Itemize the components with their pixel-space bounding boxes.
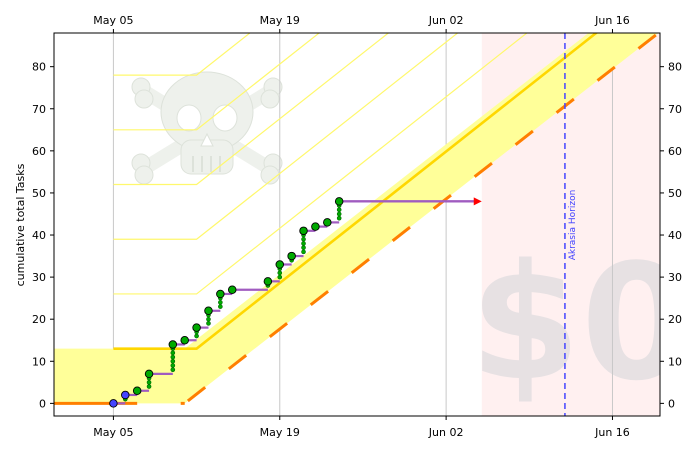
intermediate-point bbox=[170, 358, 176, 364]
y-tick-label: 40 bbox=[668, 229, 682, 242]
guide-line bbox=[113, 33, 251, 76]
plot-frame bbox=[53, 32, 661, 417]
y-tick-label: 30 bbox=[668, 271, 682, 284]
y-tick-label: 70 bbox=[32, 103, 46, 116]
intermediate-point bbox=[301, 241, 306, 246]
y-tick-label: 10 bbox=[32, 355, 46, 368]
y-tick-label: 40 bbox=[32, 229, 46, 242]
intermediate-point bbox=[301, 249, 306, 255]
y-tick-label: 80 bbox=[668, 61, 682, 74]
x-tick-label: May 05 bbox=[93, 426, 133, 439]
datapoint bbox=[109, 399, 118, 408]
intermediate-point bbox=[206, 316, 211, 322]
y-tick-label: 60 bbox=[32, 145, 46, 158]
intermediate-point bbox=[218, 304, 223, 309]
x-tick-label: Jun 02 bbox=[428, 14, 464, 27]
datapoint bbox=[144, 369, 154, 379]
skull-bone-knob bbox=[260, 165, 280, 185]
intermediate-point bbox=[206, 321, 211, 326]
datapoint bbox=[121, 390, 130, 400]
intermediate-point bbox=[336, 207, 342, 213]
guide-line bbox=[113, 33, 321, 131]
datapoint bbox=[192, 323, 201, 332]
intermediate-point bbox=[170, 367, 176, 373]
datapoint bbox=[180, 335, 189, 345]
y-axis-label: cumulative total Tasks bbox=[14, 163, 27, 286]
intermediate-point bbox=[170, 350, 176, 356]
datapoint bbox=[216, 289, 225, 299]
intermediate-point bbox=[336, 215, 342, 221]
skull-eye bbox=[176, 104, 202, 132]
x-tick-label: May 05 bbox=[93, 14, 133, 27]
datapoint bbox=[334, 197, 344, 206]
datapoint bbox=[311, 222, 320, 231]
y-tick-label: 30 bbox=[32, 271, 46, 284]
datapoint bbox=[132, 386, 142, 395]
intermediate-point bbox=[277, 274, 283, 280]
y-tick-label: 70 bbox=[668, 103, 682, 116]
skull-eye bbox=[212, 104, 238, 132]
intermediate-point bbox=[336, 211, 342, 217]
datapoint bbox=[299, 226, 308, 236]
y-tick-label: 60 bbox=[668, 145, 682, 158]
optimal-line bbox=[113, 33, 599, 350]
datapoint bbox=[323, 218, 332, 227]
intermediate-point bbox=[218, 300, 223, 305]
datapoint bbox=[204, 306, 213, 316]
datapoint bbox=[287, 251, 296, 261]
datapoint bbox=[168, 340, 178, 349]
datapoint bbox=[275, 260, 285, 269]
datapoint bbox=[263, 277, 273, 286]
watermark-text: $0 bbox=[470, 229, 693, 416]
y-tick-label: 20 bbox=[32, 313, 46, 326]
x-tick-label: Jun 16 bbox=[594, 426, 630, 439]
y-tick-label: 0 bbox=[39, 397, 46, 410]
guide-line bbox=[113, 33, 459, 240]
y-tick-label: 20 bbox=[668, 313, 682, 326]
x-tick-label: May 19 bbox=[260, 14, 300, 27]
akrasia-horizon-label: Akrasia Horizon bbox=[568, 190, 578, 261]
intermediate-point bbox=[301, 245, 306, 250]
intermediate-point bbox=[277, 270, 283, 276]
skull-nose bbox=[200, 132, 214, 147]
skull-bone-knob bbox=[134, 89, 154, 109]
guide-line bbox=[113, 33, 528, 295]
x-tick-label: May 19 bbox=[260, 426, 300, 439]
y-tick-label: 50 bbox=[668, 187, 682, 200]
datapoint bbox=[227, 285, 237, 294]
x-tick-label: Jun 16 bbox=[594, 14, 630, 27]
skull-bone-knob bbox=[134, 165, 154, 185]
x-tick-label: Jun 02 bbox=[428, 426, 464, 439]
y-tick-label: 10 bbox=[668, 355, 682, 368]
intermediate-point bbox=[170, 354, 176, 360]
yellow-brick-road bbox=[54, 33, 659, 404]
projection-arrowhead bbox=[473, 197, 482, 206]
y-tick-label: 80 bbox=[32, 61, 46, 74]
intermediate-point bbox=[146, 380, 152, 385]
skull-crossbones-icon bbox=[131, 71, 283, 185]
y-tick-label: 0 bbox=[668, 397, 675, 410]
intermediate-point bbox=[146, 384, 152, 389]
skull-bone-knob bbox=[260, 89, 280, 109]
intermediate-point bbox=[194, 333, 199, 339]
guide-line bbox=[113, 33, 390, 186]
y-tick-label: 50 bbox=[32, 187, 46, 200]
intermediate-point bbox=[301, 236, 306, 242]
intermediate-point bbox=[170, 363, 176, 368]
